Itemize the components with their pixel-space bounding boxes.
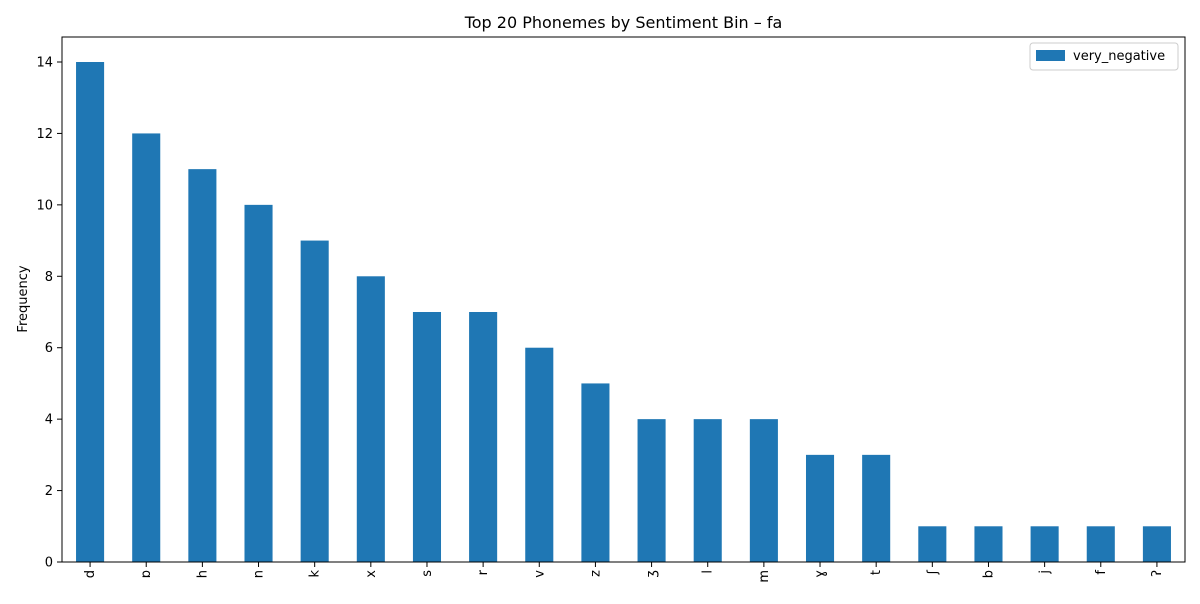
bar-18 — [1086, 526, 1115, 562]
legend[interactable]: very_negative — [1029, 42, 1179, 71]
x-tick-label: h — [195, 570, 210, 578]
bar-10 — [637, 419, 666, 562]
y-tick-label: 6 — [45, 341, 53, 356]
x-tick-label: f — [1094, 570, 1109, 575]
bars-layer — [76, 62, 1171, 563]
bar-7 — [469, 312, 498, 562]
y-tick-label: 0 — [45, 556, 53, 571]
y-tick-label: 10 — [36, 198, 53, 213]
bar-13 — [805, 454, 835, 562]
y-tick-label: 14 — [36, 56, 53, 71]
bar-9 — [581, 383, 610, 562]
bar-6 — [412, 312, 442, 562]
bar-8 — [525, 347, 554, 562]
legend-box — [1029, 42, 1179, 71]
bar-14 — [862, 454, 891, 562]
x-tick-label: ʔ — [1150, 570, 1165, 577]
x-tick-label: n — [252, 570, 267, 578]
x-tick-label: t — [869, 570, 884, 575]
x-tick-label: z — [588, 570, 603, 577]
bar-11 — [693, 419, 722, 562]
y-axis-label: Frequency — [16, 265, 31, 332]
bar-19 — [1142, 526, 1171, 562]
bar-17 — [1030, 526, 1059, 562]
chart-title: Top 20 Phonemes by Sentiment Bin – fa — [464, 13, 783, 32]
x-tick-label: j — [1038, 570, 1053, 575]
y-tick-label: 8 — [45, 270, 53, 285]
bar-0 — [76, 62, 105, 562]
legend-swatch — [1036, 50, 1065, 61]
plot-frame — [61, 36, 1186, 563]
bar-2 — [188, 169, 217, 562]
x-tick-label: m — [757, 570, 772, 583]
x-tick-label: x — [364, 570, 379, 578]
x-tick-label: b — [981, 570, 996, 578]
x-tick-label: s — [420, 570, 435, 577]
y-tick-label: 4 — [45, 413, 53, 428]
bar-16 — [974, 526, 1003, 562]
x-tick-label: ʃ — [925, 569, 940, 575]
bar-3 — [244, 204, 273, 563]
legend-label: very_negative — [1073, 49, 1165, 64]
x-tick-label: ɣ — [813, 570, 828, 578]
bar-12 — [749, 419, 778, 562]
y-tick-label: 2 — [45, 484, 53, 499]
x-tick-label: d — [83, 570, 98, 578]
bar-5 — [356, 276, 385, 562]
y-axis-ticks: 0 2 4 6 8 10 12 14 — [36, 56, 62, 571]
x-tick-label: ʒ — [645, 570, 660, 578]
x-tick-label: r — [476, 569, 491, 575]
x-tick-label: l — [701, 570, 716, 574]
x-tick-label: k — [308, 570, 323, 578]
y-tick-label: 12 — [36, 127, 53, 142]
bar-1 — [132, 133, 161, 562]
x-tick-label: ɒ — [139, 570, 154, 578]
bar-4 — [300, 240, 329, 562]
x-tick-label: v — [532, 570, 547, 578]
bar-15 — [918, 526, 947, 562]
